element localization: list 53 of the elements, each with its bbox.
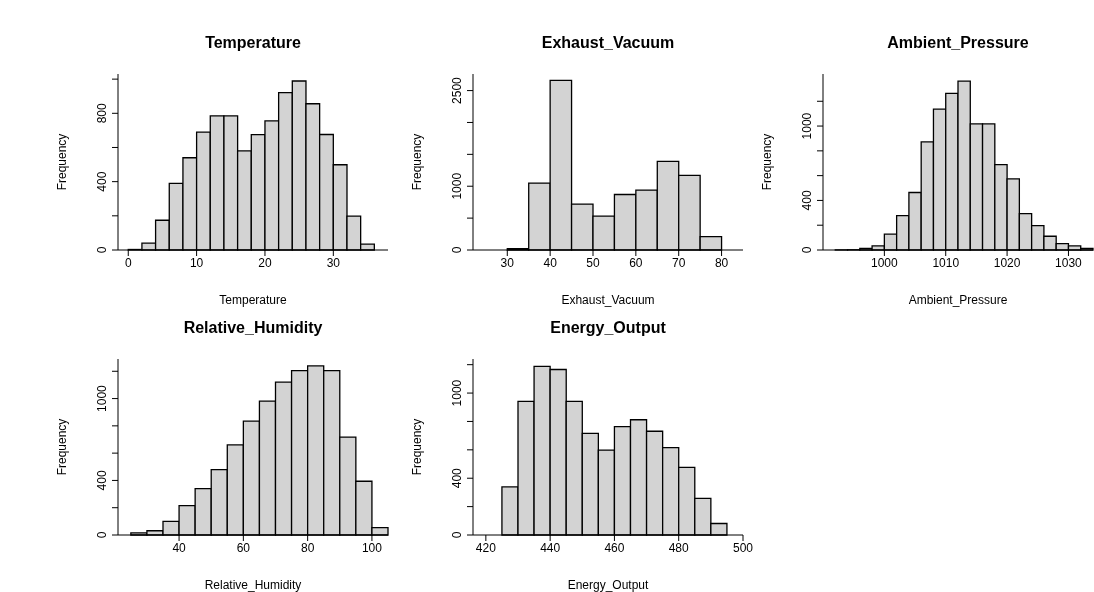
x-tick-label: 1010 — [932, 255, 960, 270]
x-tick-label: 10 — [189, 255, 204, 270]
x-tick-label: 460 — [604, 540, 625, 555]
x-tick-label: 80 — [714, 255, 729, 270]
y-tick-label: 800 — [95, 102, 109, 124]
x-tick-label: 1000 — [871, 255, 899, 270]
y-axis-title: Frequency — [55, 418, 70, 476]
x-axis-title: Ambient_Pressure — [908, 293, 1008, 307]
x-tick-label: 70 — [672, 255, 686, 270]
x-tick-label: 0 — [124, 255, 132, 270]
x-tick-label: 30 — [326, 255, 341, 270]
x-axis-title: Temperature — [219, 293, 287, 307]
chart-title: Relative_Humidity — [182, 318, 324, 337]
y-axis-title: Frequency — [55, 133, 70, 191]
y-tick-label: 1000 — [450, 379, 464, 407]
y-tick-label: 1000 — [450, 172, 464, 200]
x-tick-label: 50 — [586, 255, 600, 270]
x-axis-title: Exhaust_Vacuum — [561, 293, 655, 307]
x-tick-label: 420 — [475, 540, 497, 555]
x-tick-label: 60 — [629, 255, 643, 270]
y-tick-label: 0 — [800, 246, 814, 254]
y-tick-label: 0 — [95, 531, 109, 539]
chart-title: Ambient_Pressure — [886, 33, 1030, 52]
x-axis-title: Relative_Humidity — [204, 578, 302, 592]
y-tick-label: 0 — [450, 531, 464, 539]
x-tick-label: 40 — [543, 255, 558, 270]
x-tick-label: 1030 — [1055, 255, 1083, 270]
x-tick-label: 1020 — [993, 255, 1021, 270]
y-tick-label: 400 — [800, 190, 814, 211]
y-axis-title: Frequency — [410, 418, 425, 476]
x-tick-label: 100 — [361, 540, 383, 555]
y-axis-title: Frequency — [760, 133, 775, 191]
x-tick-label: 60 — [236, 540, 251, 555]
y-tick-label: 1000 — [95, 384, 109, 412]
x-tick-label: 40 — [172, 540, 187, 555]
y-tick-label: 400 — [450, 467, 464, 489]
y-tick-label: 400 — [95, 470, 109, 491]
x-tick-label: 480 — [668, 540, 690, 555]
chart-title: Temperature — [204, 33, 302, 52]
x-tick-label: 440 — [540, 540, 561, 555]
y-axis-title: Frequency — [410, 133, 425, 191]
y-tick-label: 400 — [95, 171, 109, 192]
y-tick-label: 0 — [95, 246, 109, 254]
chart-title: Exhaust_Vacuum — [540, 33, 676, 52]
y-tick-label: 2500 — [450, 76, 464, 104]
y-tick-label: 0 — [450, 246, 464, 254]
x-tick-label: 30 — [500, 255, 515, 270]
x-tick-label: 80 — [300, 540, 315, 555]
x-tick-label: 20 — [258, 255, 272, 270]
x-tick-label: 500 — [732, 540, 754, 555]
chart-title: Energy_Output — [549, 318, 667, 337]
x-axis-title: Energy_Output — [567, 578, 650, 592]
y-tick-label: 1000 — [800, 112, 814, 140]
